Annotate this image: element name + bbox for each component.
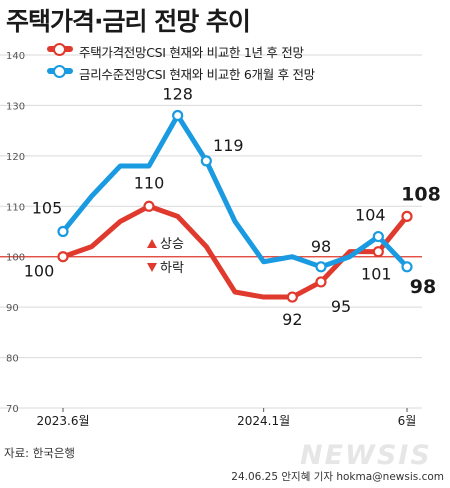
series-1-label-0: 105 [32,199,63,218]
y-tick-label-100: 100 [6,253,25,264]
legend-label-rate: 금리수준전망CSI 현재와 비교한 6개월 후 전망 [79,67,315,82]
y-tick-label-130: 130 [6,101,25,112]
y-tick-label-90: 90 [6,303,19,314]
watermark-logo: NEWSIS [300,440,432,471]
legend-label-housing: 주택가격전망CSI 현재와 비교한 1년 후 전망 [79,45,304,60]
y-tick-label-110: 110 [6,202,25,213]
note-up-label: 상승 [160,237,184,252]
legend-item-housing: 주택가격전망CSI 현재와 비교한 1년 후 전망 [47,42,304,61]
series-0-label-8: 92 [282,310,302,329]
series-1-point-5 [200,155,212,167]
source-text: 자료: 한국은행 [4,446,76,460]
down-triangle-icon [147,263,157,272]
note-down-label: 하락 [160,261,184,276]
series-0-point-8 [286,291,298,303]
series-0-point-12 [401,210,413,222]
series-1-point-4 [172,109,184,122]
series-1-label-11: 104 [355,206,386,225]
series-line-0 [60,203,410,300]
series-0-point-11 [372,246,384,258]
legend-marker-blue [53,65,66,78]
x-tick-label-1: 2024.1월 [237,414,290,428]
y-tick-label-70: 70 [6,404,19,415]
credit-text: 24.06.25 안지혜 기자 hokma@newsis.com [231,471,444,483]
series-0-label-0: 100 [24,262,55,281]
series-0-label-11: 101 [361,265,392,284]
series-0-point-3 [143,200,155,212]
up-triangle-icon [147,239,157,248]
series-1-point-12 [401,261,413,273]
x-axis-ticks: 2023.6월 2024.1월 6월 [36,408,416,428]
y-tick-label-120: 120 [6,152,25,163]
series-1-label-12: 98 [410,276,436,298]
x-tick-label-0: 2023.6월 [36,414,89,428]
series-1-label-4: 128 [162,85,193,104]
chart-title: 주택가격·금리 전망 추이 [6,7,251,36]
x-tick-label-2: 6월 [398,414,417,428]
series-1-point-9 [315,261,327,273]
note-down: 하락 [147,257,184,276]
legend-marker-red [53,43,66,56]
series-0-point-9 [315,276,327,288]
series-1-label-5: 119 [213,136,244,155]
y-tick-label-80: 80 [6,354,19,365]
y-tick-label-140: 140 [6,51,25,62]
series-1-point-11 [372,230,384,243]
series-line-1 [60,113,410,270]
series-0-label-12: 108 [401,183,441,205]
series-0-point-0 [57,251,69,263]
series-0-label-3: 110 [134,173,165,192]
y-axis-ticks: 70 80 90 100 110 120 130 140 [6,51,25,415]
data-labels: 100 110 92 95 101 108 105 128 119 98 104 98 [24,85,441,330]
series-lines [57,109,413,303]
series-1-label-9: 98 [311,237,331,256]
series-1-point-0 [57,225,69,238]
series-0-label-9: 95 [331,297,351,316]
note-up: 상승 [147,233,184,252]
legend-item-rate: 금리수준전망CSI 현재와 비교한 6개월 후 전망 [47,64,315,83]
